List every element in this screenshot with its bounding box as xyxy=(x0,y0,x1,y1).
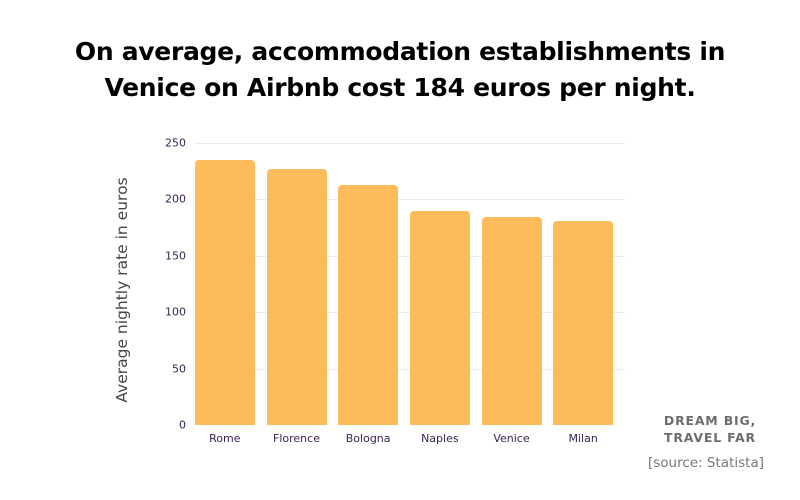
y-tick-label: 50 xyxy=(172,362,186,376)
bar-florence[interactable] xyxy=(266,168,327,425)
y-tick-label: 100 xyxy=(165,305,186,319)
bar-milan[interactable] xyxy=(553,220,614,425)
source-note: [source: Statista] xyxy=(648,455,764,471)
chart-title: On average, accommodation establishments… xyxy=(0,34,800,106)
y-tick-label: 250 xyxy=(165,136,186,150)
y-tick-label: 0 xyxy=(179,418,186,432)
x-tick-label: Milan xyxy=(568,432,598,445)
brand-logo: DREAM BIG, TRAVEL FAR xyxy=(655,412,765,446)
plot-area xyxy=(194,143,625,425)
x-tick-label: Florence xyxy=(273,432,320,445)
x-tick-label: Bologna xyxy=(345,432,391,445)
x-tick-label: Naples xyxy=(421,432,459,445)
x-tick-label: Rome xyxy=(209,432,241,445)
title-line-1: On average, accommodation establishments… xyxy=(74,37,726,66)
y-axis-label: Average nightly rate in euros xyxy=(113,177,131,403)
title-line-2: Venice on Airbnb cost 184 euros per nigh… xyxy=(104,73,696,102)
gridline xyxy=(195,199,625,201)
bar-naples[interactable] xyxy=(409,210,470,425)
brand-line-1: DREAM BIG, xyxy=(663,413,757,428)
bar-bologna[interactable] xyxy=(338,184,399,425)
y-tick-label: 200 xyxy=(165,192,186,206)
x-tick-label: Venice xyxy=(493,432,530,445)
y-tick-label: 150 xyxy=(165,249,186,263)
bar-venice[interactable] xyxy=(481,217,542,425)
brand-line-2: TRAVEL FAR xyxy=(664,430,756,445)
gridline xyxy=(195,143,625,144)
bar-rome[interactable] xyxy=(194,159,255,425)
